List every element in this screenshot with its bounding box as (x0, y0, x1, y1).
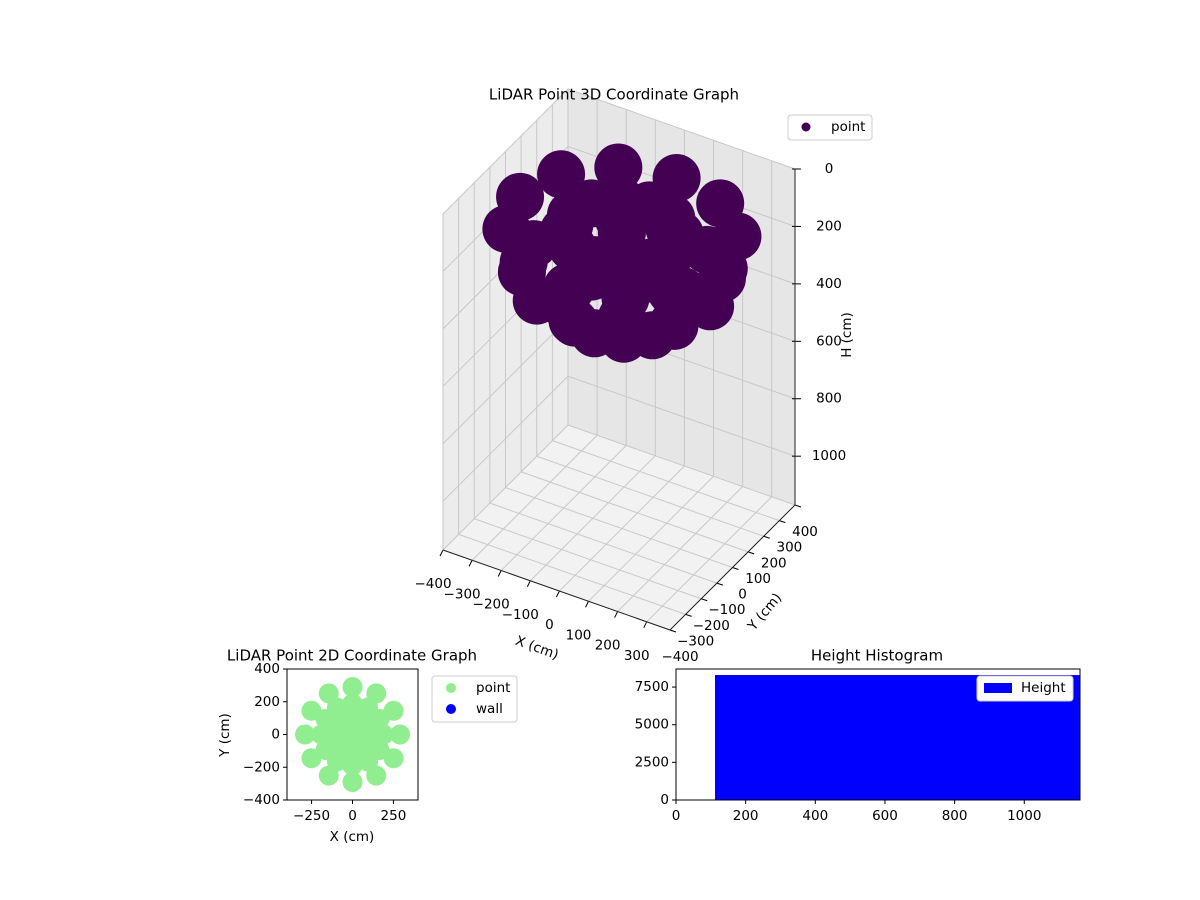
z-tick-label: 0 (825, 161, 834, 177)
y-tick-label: 0 (738, 587, 747, 603)
grid-line (442, 375, 796, 502)
grid-line (489, 167, 718, 584)
x-tick-label: 100 (566, 627, 592, 643)
point (342, 693, 363, 714)
point (342, 755, 363, 776)
y-tick (779, 520, 786, 524)
x-tick-label: 300 (624, 648, 650, 664)
y-tick-label: 0 (660, 792, 669, 808)
x-tick-label: 0 (348, 808, 357, 824)
point (342, 677, 363, 698)
legend-marker (446, 683, 456, 693)
legend-label: wall (476, 701, 503, 717)
legend-label: Height (1021, 680, 1066, 696)
x-tick (526, 580, 531, 587)
grid-line (458, 198, 686, 615)
x-tick-label: 600 (872, 808, 898, 824)
y-axis-line (669, 504, 796, 631)
y-tick (732, 567, 739, 570)
x-tick (439, 549, 444, 557)
y-tick-label: −400 (661, 649, 698, 665)
x-tick-label: −100 (502, 607, 539, 623)
legend-label: point (476, 680, 510, 696)
y-tick-label: 7500 (635, 679, 669, 695)
legend-marker (984, 683, 1012, 693)
y-tick-label: 200 (254, 694, 280, 710)
point (597, 293, 646, 342)
y-tick-label: 100 (745, 571, 771, 587)
y-tick-label: 200 (761, 555, 787, 571)
point (389, 724, 410, 745)
point (342, 771, 363, 792)
x-tick-label: −400 (414, 576, 451, 592)
grid-line (442, 88, 796, 215)
x-tick-label: −300 (444, 586, 481, 602)
y-tick (747, 551, 755, 555)
point (311, 724, 332, 745)
z-axis-label: H (cm) (839, 312, 855, 358)
point (373, 724, 394, 745)
chart-title: Height Histogram (811, 647, 943, 665)
legend-marker (801, 122, 811, 132)
point (597, 208, 646, 257)
y-tick-label: 400 (254, 661, 280, 677)
x-tick-label: 1000 (1007, 808, 1041, 824)
x-tick-label: −250 (293, 808, 330, 824)
z-tick-label: 600 (816, 333, 842, 349)
x-tick (585, 601, 589, 608)
x-tick-label: 200 (733, 808, 759, 824)
point (628, 238, 677, 287)
z-tick-label: 400 (816, 276, 842, 292)
plot-area (295, 677, 410, 792)
x-tick-label: 250 (381, 808, 407, 824)
x-tick (468, 560, 473, 567)
x-tick-label: 0 (545, 617, 554, 633)
point (295, 724, 316, 745)
x-tick-label: −200 (473, 597, 510, 613)
y-tick (716, 582, 724, 586)
y-tick-label: 400 (792, 524, 818, 540)
chart-title: LiDAR Point 2D Coordinate Graph (227, 647, 477, 665)
y-tick-label: −200 (243, 759, 280, 775)
axes-frame (675, 668, 1081, 801)
y-tick-label: 300 (776, 540, 802, 556)
x-tick-label: 0 (672, 808, 681, 824)
point (342, 724, 363, 745)
x-tick (555, 590, 560, 598)
z-tick-label: 200 (816, 218, 842, 234)
x-tick-label: 800 (942, 808, 968, 824)
chart-title: LiDAR Point 3D Coordinate Graph (489, 86, 739, 104)
y-tick (763, 535, 770, 539)
x-axis-line (442, 549, 671, 631)
y-tick-label: −200 (693, 618, 730, 634)
z-tick-label: 1000 (812, 448, 846, 464)
y-tick (685, 613, 692, 617)
x-tick-label: 400 (802, 808, 828, 824)
y-tick (669, 629, 677, 633)
legend-marker (446, 704, 456, 714)
point (537, 150, 586, 199)
y-tick-label: 0 (271, 727, 280, 743)
grid-line (473, 182, 702, 600)
legend-box (787, 114, 873, 141)
y-axis-label: Y (cm) (217, 713, 233, 758)
y-tick-label: −100 (708, 602, 745, 618)
y-tick-label: −400 (243, 792, 280, 808)
x-tick-label: 200 (595, 638, 621, 654)
y-tick-label: −300 (677, 633, 714, 649)
z-tick-label: 800 (816, 391, 842, 407)
y-tick-label: 2500 (635, 754, 669, 770)
point (696, 179, 745, 228)
legend-box (976, 675, 1074, 702)
y-tick-label: 5000 (635, 717, 669, 733)
y-tick (794, 504, 802, 508)
x-axis-label: X (cm) (330, 829, 375, 845)
x-tick (643, 621, 648, 629)
legend-label: point (831, 119, 865, 135)
x-tick (497, 570, 502, 577)
y-tick (701, 598, 708, 602)
x-tick (614, 611, 619, 618)
